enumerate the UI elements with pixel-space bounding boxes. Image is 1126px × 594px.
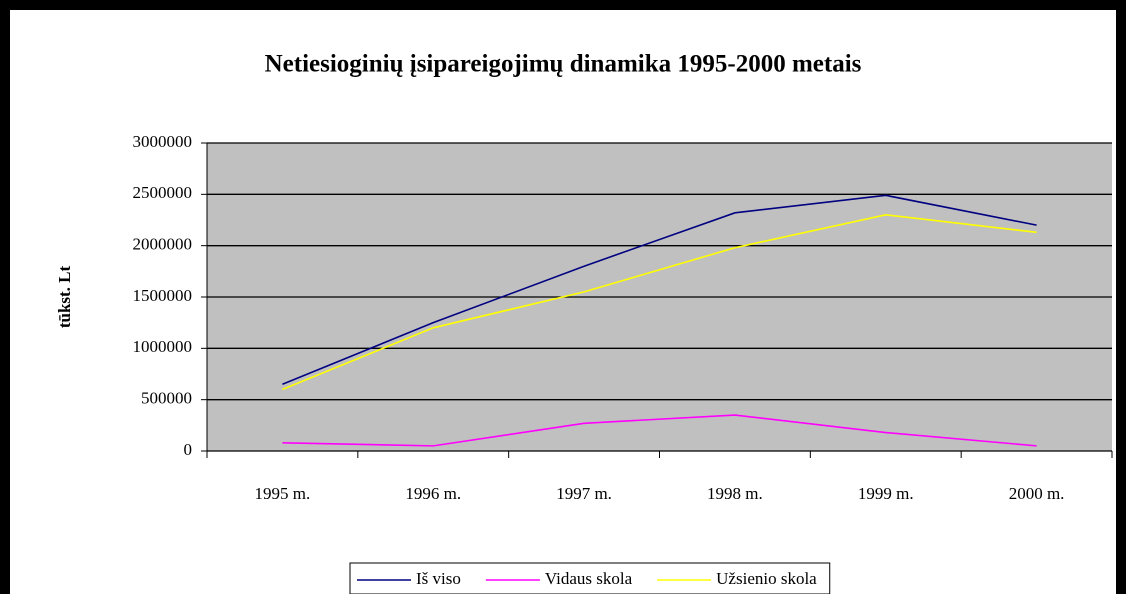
y-tick-label: 1500000 [133, 286, 193, 305]
y-axis-label: tūkst. Lt [55, 265, 74, 328]
y-tick-label: 2500000 [133, 183, 193, 202]
chart-title: Netiesioginių įsipareigojimų dinamika 19… [265, 51, 862, 78]
x-tick-label: 1998 m. [707, 484, 763, 503]
legend [349, 562, 831, 594]
series-line [282, 414, 1037, 447]
y-tick-label: 1000000 [133, 337, 193, 356]
y-tick-label: 500000 [141, 389, 192, 408]
legend-label: Iš viso [416, 569, 461, 588]
y-tick-label: 2000000 [133, 235, 193, 254]
legend-label: Vidaus skola [545, 569, 633, 588]
series-line [282, 214, 1037, 391]
legend-label: Užsienio skola [716, 569, 817, 588]
x-tick-label: 1997 m. [556, 484, 612, 503]
x-tick-label: 1996 m. [405, 484, 461, 503]
y-tick-label: 3000000 [133, 132, 193, 151]
series-line [282, 194, 1037, 386]
x-tick-label: 1999 m. [858, 484, 914, 503]
x-tick-label: 2000 m. [1009, 484, 1065, 503]
x-tick-label: 1995 m. [255, 484, 311, 503]
y-tick-label: 0 [184, 440, 193, 459]
